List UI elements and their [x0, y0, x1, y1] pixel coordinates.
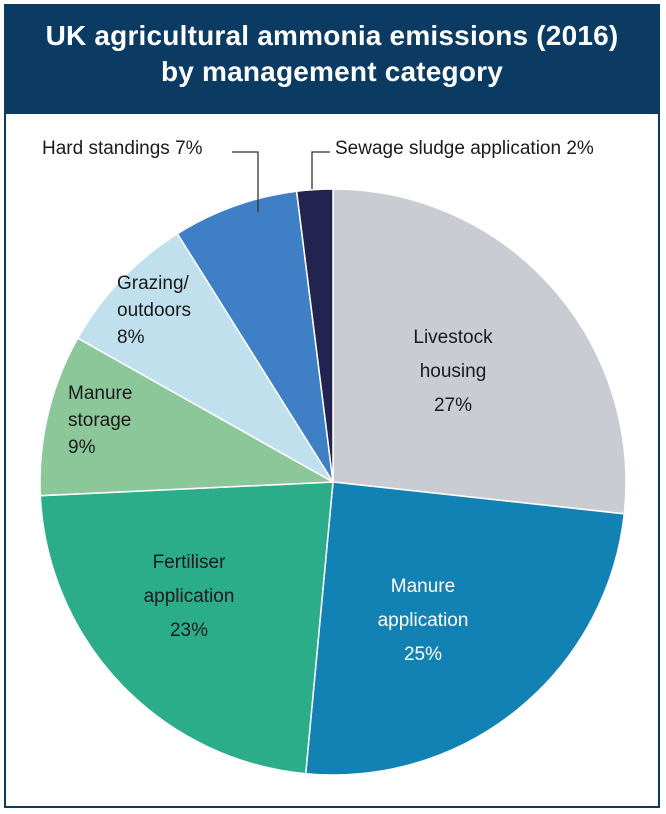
slice-label-line: Manure: [391, 576, 455, 597]
pie-slice-hard-standings: [176, 190, 334, 483]
slice-label-line: application: [144, 586, 235, 607]
slice-label-line: outdoors: [117, 300, 191, 321]
pie-slice-livestock-housing: [332, 188, 627, 515]
slice-label-line: 8%: [117, 327, 145, 348]
slice-label-line: 23%: [170, 620, 208, 641]
chart-header: UK agricultural ammonia emissions (2016)…: [4, 4, 660, 114]
slice-label-line: Manure: [68, 383, 132, 404]
slice-label-line: Livestock: [413, 327, 493, 348]
slice-label-line: storage: [68, 410, 131, 431]
leader-line-sewage-sludge-application: [311, 151, 330, 189]
pie-slice-grazing-outdoors: [76, 232, 334, 483]
pie-slice-manure-application: [304, 481, 626, 776]
slice-label-manure-storage: Manure storage 9%: [68, 383, 132, 458]
slice-label-line: application: [378, 610, 469, 631]
slice-label-line: 9%: [68, 437, 96, 458]
slice-label-line: 27%: [434, 395, 472, 416]
slice-label-fertiliser-application: Fertiliser application 23%: [144, 552, 235, 641]
pie-slice-fertiliser-application: [39, 481, 334, 775]
slice-label-sewage-sludge-application: Sewage sludge application 2%: [335, 138, 594, 159]
slice-label-line: Sewage sludge application 2%: [335, 138, 594, 159]
slice-label-manure-application: Manure application 25%: [378, 576, 469, 665]
leader-line-hard-standings: [232, 151, 259, 212]
chart-title-line-2: by management category: [160, 56, 504, 87]
chart-title-line-1: UK agricultural ammonia emissions (2016): [45, 20, 619, 51]
slice-label-line: 25%: [404, 644, 442, 665]
slice-label-line: Hard standings 7%: [42, 138, 203, 159]
slice-label-grazing-outdoors: Grazing/outdoors 8%: [117, 273, 191, 348]
slice-label-hard-standings: Hard standings 7%: [42, 138, 203, 159]
pie-slice-sewage-sludge-application: [295, 188, 334, 483]
slice-label-line: Fertiliser: [153, 552, 227, 573]
slice-label-line: housing: [420, 361, 487, 382]
pie-slice-manure-storage: [39, 337, 336, 497]
slice-label-line: Grazing/: [117, 273, 190, 294]
slice-label-livestock-housing: Livestock housing 27%: [413, 327, 493, 416]
